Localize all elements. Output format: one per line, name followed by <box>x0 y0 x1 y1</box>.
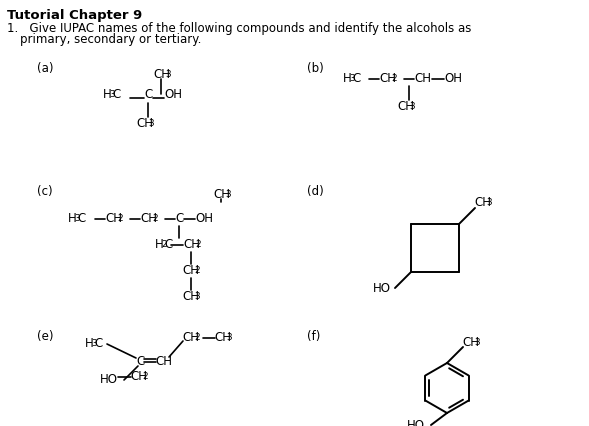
Text: CH: CH <box>462 336 479 349</box>
Text: OH: OH <box>164 88 182 101</box>
Text: (c): (c) <box>37 185 52 198</box>
Text: CH: CH <box>213 188 230 201</box>
Text: (b): (b) <box>307 62 324 75</box>
Text: 2: 2 <box>391 74 397 83</box>
Text: 2: 2 <box>194 333 200 342</box>
Text: H: H <box>343 72 352 85</box>
Text: CH: CH <box>474 196 491 209</box>
Text: 2: 2 <box>161 240 167 249</box>
Text: H: H <box>68 212 77 225</box>
Text: 3: 3 <box>148 119 154 128</box>
Text: 3: 3 <box>487 198 492 207</box>
Text: HO: HO <box>407 419 425 426</box>
Text: 2: 2 <box>143 372 148 381</box>
Text: C: C <box>353 72 361 85</box>
Text: C: C <box>175 212 183 225</box>
Text: CH: CH <box>140 212 157 225</box>
Text: 2: 2 <box>117 214 123 223</box>
Text: CH: CH <box>183 238 200 251</box>
Text: C: C <box>165 238 173 251</box>
Text: C: C <box>95 337 103 350</box>
Text: C: C <box>136 355 144 368</box>
Text: 3: 3 <box>194 292 200 301</box>
Text: CH: CH <box>153 68 170 81</box>
Text: 3: 3 <box>474 338 480 347</box>
Text: HO: HO <box>100 373 118 386</box>
Text: 3: 3 <box>74 214 80 223</box>
Text: (d): (d) <box>307 185 324 198</box>
Text: CH: CH <box>136 117 153 130</box>
Text: 2: 2 <box>153 214 158 223</box>
Text: HO: HO <box>373 282 391 295</box>
Text: CH: CH <box>130 370 147 383</box>
Text: CH: CH <box>414 72 431 85</box>
Text: (e): (e) <box>37 330 54 343</box>
Text: 3: 3 <box>109 90 115 99</box>
Text: 3: 3 <box>225 190 231 199</box>
Text: CH: CH <box>214 331 231 344</box>
Text: OH: OH <box>195 212 213 225</box>
Text: CH: CH <box>397 100 414 113</box>
Text: C: C <box>112 88 121 101</box>
Text: 2: 2 <box>196 240 201 249</box>
Text: primary, secondary or tertiary.: primary, secondary or tertiary. <box>20 33 201 46</box>
Text: CH: CH <box>155 355 172 368</box>
Text: 3: 3 <box>226 333 232 342</box>
Text: 3: 3 <box>91 339 97 348</box>
Text: CH: CH <box>379 72 396 85</box>
Text: OH: OH <box>444 72 462 85</box>
Text: 2: 2 <box>194 266 200 275</box>
Text: CH: CH <box>182 264 199 277</box>
Text: CH: CH <box>182 331 199 344</box>
Text: 3: 3 <box>349 74 355 83</box>
Text: Tutorial Chapter 9: Tutorial Chapter 9 <box>7 9 143 22</box>
Text: 1.   Give IUPAC names of the following compounds and identify the alcohols as: 1. Give IUPAC names of the following com… <box>7 22 471 35</box>
Text: (f): (f) <box>307 330 320 343</box>
Text: (a): (a) <box>37 62 54 75</box>
Text: C: C <box>144 88 152 101</box>
Text: H: H <box>103 88 112 101</box>
Text: C: C <box>78 212 86 225</box>
Text: 3: 3 <box>166 70 171 79</box>
Text: H: H <box>155 238 164 251</box>
Text: 3: 3 <box>409 102 415 111</box>
Text: CH: CH <box>182 290 199 303</box>
Text: CH: CH <box>105 212 122 225</box>
Text: H: H <box>85 337 94 350</box>
